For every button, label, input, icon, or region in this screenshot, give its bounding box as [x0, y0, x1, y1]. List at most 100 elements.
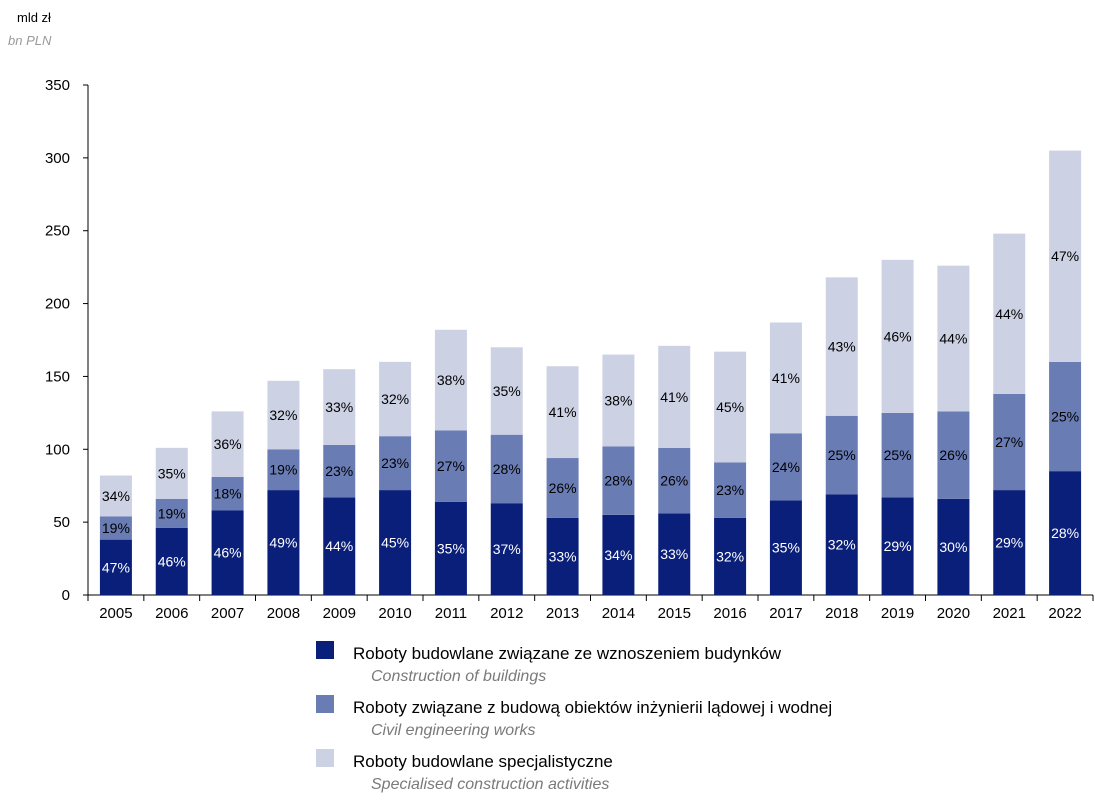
x-tick-label: 2008	[267, 605, 300, 622]
y-tick-label: 200	[45, 296, 70, 313]
bar-segment-3	[99, 475, 132, 517]
bar-segment-2	[1049, 361, 1082, 472]
bar-data-label: 28%	[1051, 525, 1079, 541]
bar-data-label: 35%	[437, 540, 465, 556]
bar-data-label: 24%	[772, 459, 800, 475]
bar-segment-2	[993, 393, 1026, 491]
bar-segment-1	[155, 527, 188, 595]
bar-segment-3	[825, 277, 858, 416]
bar-data-label: 34%	[604, 547, 632, 563]
bar-segment-2	[379, 436, 412, 491]
bar-data-label: 32%	[716, 548, 744, 564]
bar-data-label: 49%	[269, 535, 297, 551]
legend-swatch-civil	[316, 695, 334, 713]
x-tick-label: 2016	[713, 605, 746, 622]
bar-data-label: 28%	[493, 461, 521, 477]
x-tick-label: 2005	[99, 605, 132, 622]
bar-data-label: 47%	[102, 559, 130, 575]
bar-data-label: 30%	[939, 539, 967, 555]
bar-data-label: 38%	[437, 372, 465, 388]
bar-data-label: 34%	[102, 488, 130, 504]
bar-data-label: 25%	[1051, 409, 1079, 425]
bar-data-label: 35%	[493, 383, 521, 399]
bar-data-label: 32%	[381, 391, 409, 407]
bar-data-label: 23%	[716, 482, 744, 498]
bar-segment-2	[155, 498, 188, 528]
bar-segment-1	[379, 490, 412, 595]
y-unit-label-en: bn PLN	[8, 33, 52, 48]
bar-segment-1	[490, 503, 523, 595]
x-tick-label: 2009	[323, 605, 356, 622]
x-tick-label: 2022	[1048, 605, 1081, 622]
bar-data-label: 32%	[269, 407, 297, 423]
bar-segment-2	[881, 412, 914, 498]
bar-segment-3	[1049, 150, 1082, 362]
legend-label-buildings-en: Construction of buildings	[371, 668, 547, 685]
x-tick-label: 2019	[881, 605, 914, 622]
bar-segment-2	[323, 444, 356, 498]
bar-data-label: 37%	[493, 541, 521, 557]
bar-segment-1	[714, 517, 747, 595]
y-tick-label: 350	[45, 77, 70, 94]
bar-segment-1	[937, 498, 970, 595]
x-tick-label: 2007	[211, 605, 244, 622]
bar-data-label: 32%	[828, 537, 856, 553]
legend-swatch-buildings	[316, 641, 334, 659]
bar-segment-1	[267, 490, 300, 595]
x-tick-label: 2017	[769, 605, 802, 622]
x-tick-label: 2012	[490, 605, 523, 622]
bar-data-label: 41%	[772, 370, 800, 386]
bar-segment-1	[769, 500, 802, 595]
x-tick-label: 2018	[825, 605, 858, 622]
y-tick-label: 250	[45, 223, 70, 240]
legend-label-specialised-en: Specialised construction activities	[371, 776, 610, 793]
bar-segment-1	[658, 513, 691, 595]
bar-data-label: 35%	[772, 540, 800, 556]
bar-segment-2	[211, 476, 244, 511]
bar-segment-2	[490, 434, 523, 504]
bar-segment-3	[937, 265, 970, 412]
bar-segment-1	[881, 497, 914, 595]
bar-segment-2	[602, 446, 635, 515]
bar-segment-3	[658, 345, 691, 448]
bar-data-label: 23%	[381, 455, 409, 471]
bar-data-label: 26%	[660, 473, 688, 489]
bar-data-label: 35%	[158, 465, 186, 481]
bar-segment-3	[769, 322, 802, 434]
bar-data-label: 29%	[884, 538, 912, 554]
x-tick-label: 2015	[658, 605, 691, 622]
bar-data-label: 41%	[660, 389, 688, 405]
bar-data-label: 25%	[884, 447, 912, 463]
y-tick-label: 100	[45, 441, 70, 458]
bar-segment-2	[714, 462, 747, 518]
bar-data-label: 36%	[214, 436, 242, 452]
bar-segment-2	[434, 430, 467, 502]
bar-segment-3	[546, 366, 579, 459]
bar-segment-1	[434, 501, 467, 595]
y-tick-label: 0	[62, 587, 70, 604]
bar-segment-3	[881, 259, 914, 413]
x-tick-label: 2006	[155, 605, 188, 622]
bar-segment-1	[211, 510, 244, 595]
bar-data-label: 47%	[1051, 248, 1079, 264]
bar-data-label: 25%	[828, 447, 856, 463]
bar-data-label: 43%	[828, 339, 856, 355]
bar-segment-3	[434, 329, 467, 431]
bar-segment-1	[546, 517, 579, 595]
bar-segment-2	[546, 458, 579, 518]
legend-label-civil: Roboty związane z budową obiektów inżyni…	[353, 698, 833, 717]
legend-label-buildings: Roboty budowlane związane ze wznoszeniem…	[353, 644, 782, 663]
bar-segment-3	[267, 380, 300, 450]
bar-data-label: 33%	[325, 399, 353, 415]
x-tick-label: 2020	[937, 605, 970, 622]
y-tick-label: 50	[53, 514, 70, 531]
bar-data-label: 27%	[995, 434, 1023, 450]
x-tick-label: 2011	[435, 605, 467, 622]
bar-segment-3	[211, 411, 244, 477]
y-tick-label: 300	[45, 150, 70, 167]
bar-segment-1	[99, 539, 132, 595]
bar-data-label: 44%	[995, 306, 1023, 322]
bar-segment-3	[490, 347, 523, 435]
bar-data-label: 33%	[549, 548, 577, 564]
y-unit-label-pl: mld zł	[17, 10, 51, 25]
